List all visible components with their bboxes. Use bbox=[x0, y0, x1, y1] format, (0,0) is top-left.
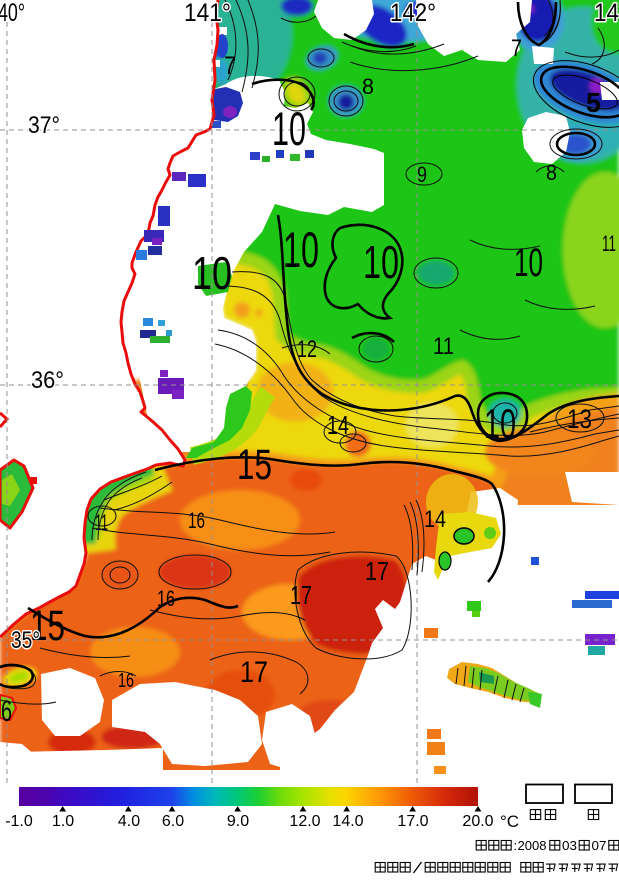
svg-text::: : bbox=[514, 838, 518, 853]
svg-text:16: 16 bbox=[118, 670, 134, 692]
svg-text:14: 14 bbox=[327, 410, 349, 440]
svg-text:37°: 37° bbox=[28, 112, 60, 139]
svg-text:14: 14 bbox=[594, 0, 619, 27]
svg-text:7: 7 bbox=[511, 35, 522, 62]
svg-text:11: 11 bbox=[602, 231, 616, 256]
svg-text:142°: 142° bbox=[390, 0, 436, 27]
svg-text:07: 07 bbox=[592, 838, 607, 853]
svg-text:10: 10 bbox=[192, 247, 232, 299]
svg-text:12: 12 bbox=[297, 336, 317, 363]
svg-text:-1.0: -1.0 bbox=[5, 813, 33, 830]
svg-text:17.0: 17.0 bbox=[397, 813, 428, 830]
svg-text:16: 16 bbox=[0, 695, 12, 728]
svg-text:9: 9 bbox=[417, 162, 427, 187]
svg-text:17: 17 bbox=[365, 556, 389, 586]
svg-text:10: 10 bbox=[484, 400, 516, 447]
svg-text:11: 11 bbox=[95, 510, 108, 535]
svg-text:°C: °C bbox=[500, 812, 519, 831]
svg-text:35°: 35° bbox=[11, 627, 40, 654]
svg-text:16: 16 bbox=[157, 586, 175, 611]
svg-text:141°: 141° bbox=[184, 0, 231, 27]
svg-text:1.0: 1.0 bbox=[52, 813, 74, 830]
svg-text:14.0: 14.0 bbox=[332, 813, 363, 830]
svg-text:5: 5 bbox=[586, 87, 601, 118]
svg-text:9.0: 9.0 bbox=[227, 813, 249, 830]
svg-text:15: 15 bbox=[30, 602, 65, 650]
svg-text:40°: 40° bbox=[0, 0, 25, 27]
svg-text:14: 14 bbox=[424, 506, 446, 533]
svg-text:10: 10 bbox=[272, 102, 306, 155]
svg-text:7: 7 bbox=[224, 52, 236, 80]
svg-text:12.0: 12.0 bbox=[289, 813, 320, 830]
svg-text:16: 16 bbox=[188, 508, 205, 533]
svg-text:15: 15 bbox=[237, 441, 272, 489]
svg-text:6.0: 6.0 bbox=[162, 813, 184, 830]
svg-text:4.0: 4.0 bbox=[118, 813, 140, 830]
svg-text:10: 10 bbox=[514, 241, 543, 285]
svg-text:13: 13 bbox=[567, 404, 592, 434]
svg-text:10: 10 bbox=[283, 222, 319, 278]
svg-text:8: 8 bbox=[546, 160, 557, 185]
svg-text:2008: 2008 bbox=[518, 838, 547, 853]
svg-text:03: 03 bbox=[562, 838, 577, 853]
svg-text:10: 10 bbox=[363, 236, 399, 288]
svg-text:36°: 36° bbox=[31, 367, 64, 394]
svg-text:17: 17 bbox=[290, 580, 312, 610]
svg-text:8: 8 bbox=[362, 74, 374, 99]
svg-text:11: 11 bbox=[433, 333, 454, 360]
svg-text:17: 17 bbox=[240, 656, 268, 689]
svg-text:20.0: 20.0 bbox=[462, 813, 493, 830]
